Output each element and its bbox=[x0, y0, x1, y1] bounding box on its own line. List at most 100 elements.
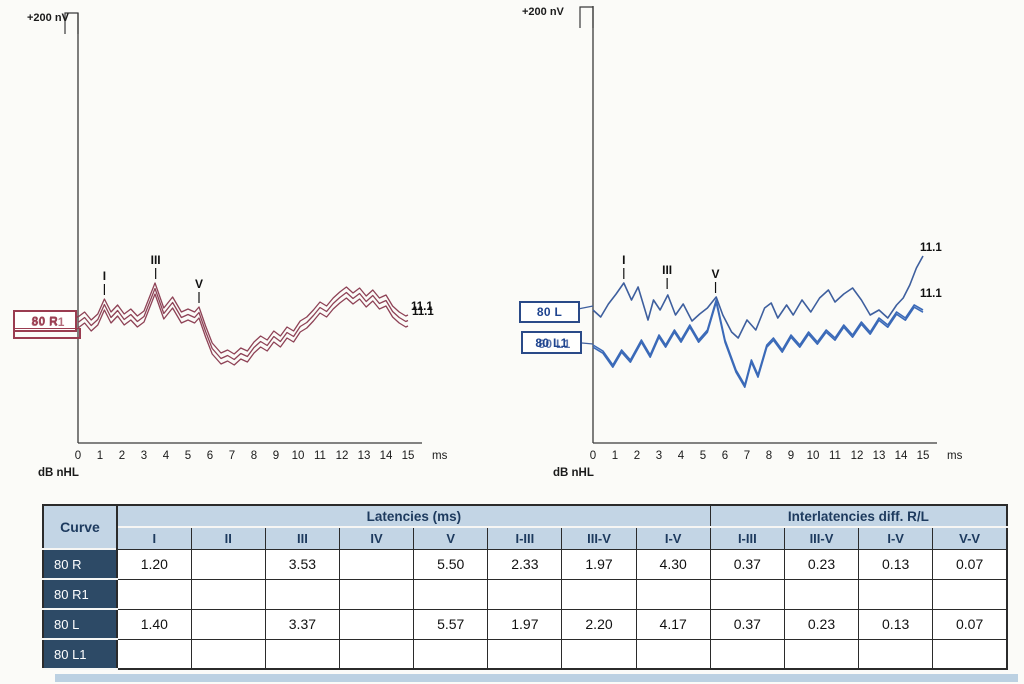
latency-value-cell bbox=[783, 578, 860, 610]
trace-end-label-right-ear-abr: 11.1 bbox=[412, 306, 434, 318]
column-header-v-4: V bbox=[413, 526, 489, 550]
latency-value-cell: 3.53 bbox=[264, 548, 340, 580]
latency-table: Curve Latencies (ms) Interlatencies diff… bbox=[42, 504, 1008, 670]
latency-value-cell bbox=[709, 578, 785, 610]
latency-value-cell: 2.33 bbox=[487, 548, 563, 580]
x-tick-label-left-ear-abr: 0 bbox=[590, 450, 596, 462]
x-tick-label-right-ear-abr: 10 bbox=[292, 450, 305, 462]
column-header-ii-1: II bbox=[190, 526, 266, 550]
x-tick-label-left-ear-abr: 11 bbox=[829, 450, 841, 462]
latency-table-section: Curve Latencies (ms) Interlatencies diff… bbox=[42, 504, 1008, 670]
latency-value-cell bbox=[338, 608, 415, 640]
latency-value-cell bbox=[413, 578, 489, 610]
curve-label-box-80L1: 80 L1 80 L1 bbox=[521, 331, 582, 354]
x-tick-label-left-ear-abr: 14 bbox=[895, 450, 908, 462]
table-group-latencies: Latencies (ms) bbox=[116, 504, 711, 528]
x-axis-unit-right-ear-abr: ms bbox=[432, 450, 448, 462]
x-tick-label-right-ear-abr: 8 bbox=[251, 450, 257, 462]
column-header-iii-v-9: III-V bbox=[783, 526, 860, 550]
latency-value-cell bbox=[338, 638, 415, 670]
latency-value-cell: 0.23 bbox=[783, 548, 860, 580]
latency-value-cell: 4.30 bbox=[635, 548, 711, 580]
x-tick-label-left-ear-abr: 15 bbox=[917, 450, 930, 462]
column-header-i-v-10: I-V bbox=[858, 526, 934, 550]
axis-caption-left-ear-abr: dB nHL bbox=[553, 467, 594, 479]
column-header-i-iii-8: I-III bbox=[709, 526, 785, 550]
row-label-80-r1: 80 R1 bbox=[43, 578, 118, 610]
amplitude-scale-bracket-right-ear-abr bbox=[64, 12, 79, 34]
x-tick-label-left-ear-abr: 2 bbox=[634, 450, 640, 462]
x-tick-label-right-ear-abr: 0 bbox=[75, 450, 81, 462]
peak-marker-label-V: V bbox=[712, 267, 720, 281]
curve-label-box-80R1 bbox=[13, 328, 81, 339]
curve-label-80R1-overprint: 80 R1 bbox=[31, 315, 65, 329]
column-header-iii-v-6: III-V bbox=[561, 526, 637, 550]
latency-value-cell bbox=[190, 608, 266, 640]
x-tick-label-left-ear-abr: 13 bbox=[873, 450, 886, 462]
curve-box-connector-left-ear-abr bbox=[581, 342, 594, 345]
latency-value-cell bbox=[561, 578, 637, 610]
waveform-trace-80-r bbox=[77, 282, 409, 355]
table-row-80-l1: 80 L1 bbox=[43, 638, 1008, 670]
latency-value-cell bbox=[190, 638, 266, 670]
latency-value-cell: 0.07 bbox=[932, 548, 1008, 580]
table-bottom-strip bbox=[55, 674, 1018, 682]
latency-value-cell: 0.23 bbox=[783, 608, 860, 640]
waveform-trace-80-r bbox=[77, 293, 409, 366]
column-header-i-iii-5: I-III bbox=[487, 526, 563, 550]
latency-value-cell bbox=[487, 638, 563, 670]
x-tick-label-right-ear-abr: 4 bbox=[163, 450, 170, 462]
latency-value-cell: 1.40 bbox=[116, 608, 192, 640]
latency-value-cell bbox=[561, 638, 637, 670]
latency-value-cell bbox=[858, 638, 934, 670]
latency-value-cell bbox=[932, 578, 1008, 610]
latency-value-cell bbox=[338, 578, 415, 610]
latency-value-cell bbox=[116, 578, 192, 610]
x-tick-label-right-ear-abr: 11 bbox=[314, 450, 326, 462]
curve-box-connector-left-ear-abr bbox=[577, 305, 594, 310]
latency-value-cell bbox=[635, 638, 711, 670]
x-tick-label-left-ear-abr: 9 bbox=[788, 450, 794, 462]
waveform-trace-80-r bbox=[77, 287, 409, 361]
amplitude-scale-label-right-ear: +200 nV bbox=[27, 12, 69, 24]
x-tick-label-right-ear-abr: 7 bbox=[229, 450, 235, 462]
column-header-iv-3: IV bbox=[338, 526, 415, 550]
latency-value-cell: 3.37 bbox=[264, 608, 340, 640]
x-tick-label-right-ear-abr: 9 bbox=[273, 450, 279, 462]
latency-value-cell: 5.57 bbox=[413, 608, 489, 640]
table-row-80-r: 80 R 1.20 3.53 5.50 2.33 1.97 4.30 0.37 0.23 0.13… bbox=[43, 548, 1008, 580]
latency-value-cell bbox=[413, 638, 489, 670]
x-tick-label-right-ear-abr: 3 bbox=[141, 450, 147, 462]
curve-label-80L1: 80 L1 bbox=[535, 335, 568, 350]
latency-value-cell bbox=[116, 638, 192, 670]
curve-label-80L: 80 L bbox=[536, 305, 563, 319]
table-row-80-l: 80 L 1.40 3.37 5.57 1.97 2.20 4.17 0.37 0.23 0.13… bbox=[43, 608, 1008, 640]
row-label-80-r: 80 R bbox=[43, 548, 118, 580]
trace-end-label-left-ear-abr: 11.1 bbox=[920, 288, 942, 300]
x-tick-label-right-ear-abr: 1 bbox=[97, 450, 103, 462]
axis-caption-right-ear-abr: dB nHL bbox=[38, 467, 79, 479]
latency-value-cell: 1.20 bbox=[116, 548, 192, 580]
x-tick-label-left-ear-abr: 6 bbox=[722, 450, 728, 462]
amplitude-scale-bracket-left-ear-abr bbox=[579, 6, 594, 28]
x-tick-label-left-ear-abr: 7 bbox=[744, 450, 750, 462]
waveform-trace-80-l1 bbox=[592, 301, 924, 389]
table-group-interlatencies: Interlatencies diff. R/L bbox=[709, 504, 1008, 528]
latency-value-cell bbox=[709, 638, 785, 670]
latency-value-cell: 0.13 bbox=[858, 608, 934, 640]
waveform-trace-80-l bbox=[592, 255, 924, 339]
table-row-80-r1: 80 R1 bbox=[43, 578, 1008, 610]
latency-value-cell: 5.50 bbox=[413, 548, 489, 580]
latency-value-cell: 0.37 bbox=[709, 548, 785, 580]
peak-marker-label-I: I bbox=[103, 269, 106, 283]
latency-value-cell: 0.37 bbox=[709, 608, 785, 640]
curve-label-80R: 80 R bbox=[31, 314, 59, 328]
column-header-v-v-11: V-V bbox=[932, 526, 1008, 550]
x-tick-label-right-ear-abr: 2 bbox=[119, 450, 125, 462]
x-tick-label-left-ear-abr: 5 bbox=[700, 450, 706, 462]
x-tick-label-right-ear-abr: 15 bbox=[402, 450, 415, 462]
x-tick-label-left-ear-abr: 8 bbox=[766, 450, 772, 462]
latency-value-cell: 1.97 bbox=[561, 548, 637, 580]
peak-marker-label-III: III bbox=[662, 263, 672, 277]
